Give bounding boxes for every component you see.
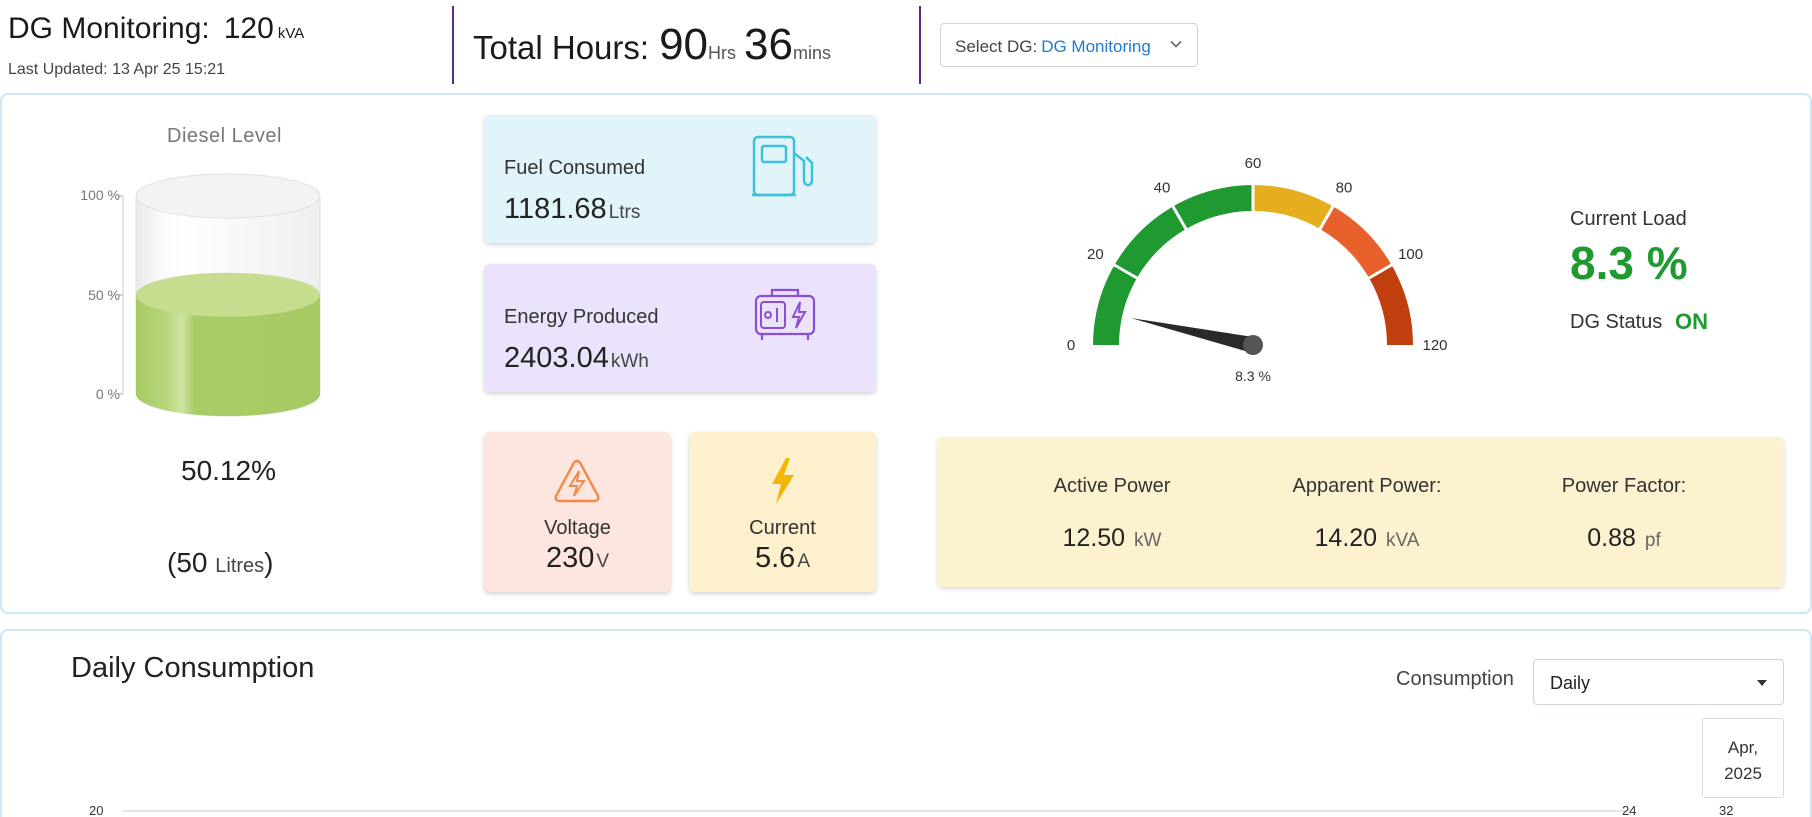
fuel-pump-icon [752, 135, 814, 197]
load-gauge: 0 20 40 60 80 100 120 8.3 % [1067, 155, 1448, 384]
diesel-level-title: Diesel Level [167, 125, 282, 147]
current-load-value: 8.3 % [1570, 237, 1688, 289]
gauge-tick-label: 60 [1245, 155, 1262, 172]
energy-produced-card: Energy Produced 2403.04 kWh [484, 264, 876, 392]
gauge-separator [1112, 263, 1139, 280]
voltage-value: 230 V [545, 542, 610, 574]
axis-tick-label: 32 [1719, 803, 1734, 817]
tank-top [135, 173, 321, 219]
gauge-needle [1130, 318, 1255, 353]
tank-liquid [136, 294, 320, 416]
current-label: Current [749, 517, 816, 539]
voltage-warning-icon [554, 459, 600, 503]
current-card: Current 5.6 A [689, 432, 876, 592]
capacity-value: 120 [223, 12, 274, 45]
consumption-label: Consumption [1396, 668, 1514, 690]
gauge-band-1 [1253, 185, 1333, 229]
divider [919, 6, 921, 84]
capacity-unit: kVA [277, 25, 305, 42]
month-picker[interactable]: Apr, 2025 [1702, 718, 1784, 798]
header: DG Monitoring: 120 kVA Last Updated: 13 Ap… [0, 0, 1812, 90]
tank-axis-label-100: 100 % [80, 187, 120, 203]
gauge-tick-label: 80 [1336, 179, 1353, 196]
voltage-card: Voltage 230 V [484, 432, 671, 592]
gauge-tick-label: 40 [1154, 179, 1171, 196]
current-load-label: Current Load [1570, 208, 1687, 230]
apparent-power: Apparent Power: 14.20 kVA [1292, 475, 1442, 552]
current-value: 5.6 A [754, 542, 810, 574]
total-hours: Total Hours: 90Hrs 36mins [473, 20, 831, 69]
hours-value: 90 [659, 20, 709, 69]
last-updated: Last Updated: 13 Apr 25 15:21 [8, 61, 226, 78]
select-dg-value: DG Monitoring [1041, 37, 1151, 56]
active-power: Active Power 12.50 kW [1053, 475, 1171, 552]
daily-consumption-panel [0, 629, 1812, 817]
energy-produced-value: 2403.04 kWh [504, 342, 649, 374]
page-title: DG Monitoring: 120 kVA [8, 12, 305, 45]
gauge-tick-label: 0 [1067, 337, 1075, 354]
gauge-separator [1171, 204, 1188, 231]
axis-tick-label: 24 [1622, 803, 1637, 817]
gauge-band-3 [1369, 265, 1413, 345]
generator-icon [754, 288, 816, 340]
select-dg-dropdown[interactable]: Select DG: DG Monitoring [940, 23, 1198, 67]
chevron-down-icon [1170, 40, 1182, 48]
energy-produced-label: Energy Produced [504, 306, 659, 328]
tank-liquid-surface [136, 272, 320, 317]
gauge-tick-label: 20 [1087, 246, 1104, 263]
gauge-value-label: 8.3 % [1235, 368, 1271, 384]
fuel-consumed-value: 1181.68 Ltrs [504, 193, 641, 225]
lightning-bolt-icon [772, 458, 794, 504]
gauge-tick-label: 120 [1422, 337, 1447, 354]
axis-tick-label: 20 [89, 803, 104, 817]
divider [452, 6, 454, 84]
mins-value: 36 [744, 20, 793, 69]
power-factor: Power Factor: 0.88 pf [1561, 475, 1687, 552]
dg-status-label: DG Status [1570, 311, 1663, 333]
caret-down-icon [1757, 680, 1767, 686]
tank-axis-label-50: 50 % [88, 287, 120, 303]
gauge-tick-label: 100 [1398, 246, 1423, 263]
gauge-band-2 [1320, 206, 1392, 278]
gauge-band-0 [1093, 185, 1253, 345]
gauge-separator [1318, 204, 1335, 231]
fuel-consumed-card: Fuel Consumed 1181.68 Ltrs [484, 115, 876, 243]
power-summary-card: Active Power 12.50 kW Apparent Power: 14… [937, 437, 1784, 587]
voltage-label: Voltage [544, 517, 611, 539]
chart-axis-line [122, 810, 1630, 812]
diesel-percent: 50.12% [181, 455, 276, 486]
tank-axis-label-0: 0 % [96, 386, 120, 402]
diesel-litres: (50 Litres) [167, 547, 274, 578]
daily-consumption-title: Daily Consumption [71, 652, 315, 684]
diesel-tank-chart: 100 % 50 % 0 % [80, 173, 321, 417]
gauge-separator [1367, 263, 1394, 280]
fuel-consumed-label: Fuel Consumed [504, 157, 646, 179]
dg-status-value: ON [1675, 309, 1708, 334]
consumption-period-select[interactable]: Daily [1533, 659, 1784, 705]
gauge-needle-hub [1243, 335, 1263, 355]
